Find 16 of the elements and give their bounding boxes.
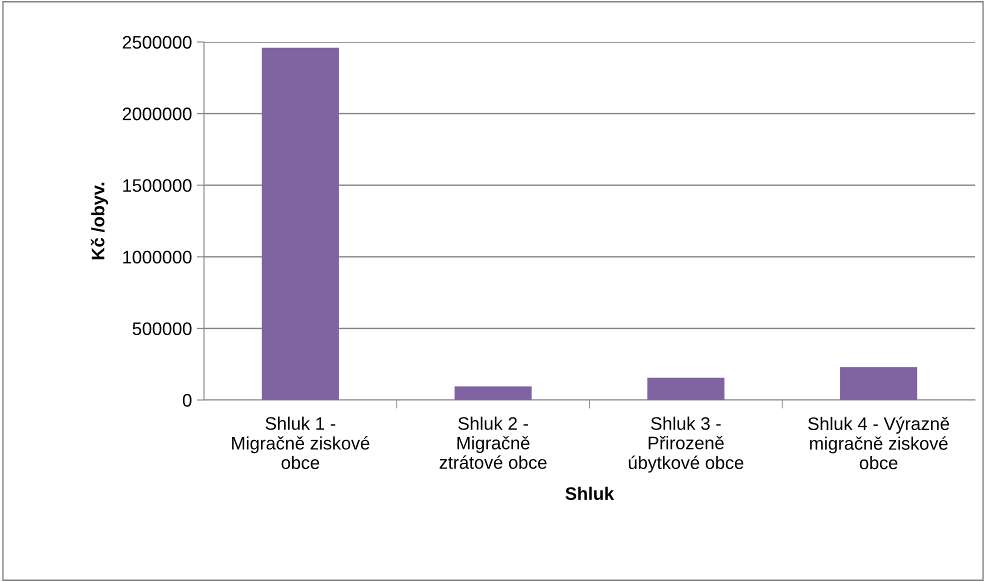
x-tick-label: Shluk 1 - Migračně ziskové obce xyxy=(232,416,370,470)
bar xyxy=(262,48,339,400)
y-tick-label: 0 xyxy=(182,394,192,407)
bar xyxy=(840,367,918,400)
y-tick-label: 2500000 xyxy=(122,36,192,49)
bar xyxy=(647,378,724,400)
y-tick-label: 1500000 xyxy=(123,179,192,192)
x-axis-title: Shluk xyxy=(565,486,614,500)
x-tick-label: Shluk 3 - Přirozeně úbytkové obce xyxy=(628,416,744,473)
y-tick-label: 500000 xyxy=(132,322,192,336)
y-axis-title: Kč /obyv. xyxy=(90,182,108,260)
x-tick-label: Shluk 4 - Výrazně migračně ziskové obce xyxy=(808,416,950,470)
x-tick-label: Shluk 2 - Migračně ztrátové obce xyxy=(440,416,547,469)
bar xyxy=(454,386,532,400)
y-tick-label: 2000000 xyxy=(122,108,192,120)
y-tick-label: 1000000 xyxy=(123,250,192,264)
